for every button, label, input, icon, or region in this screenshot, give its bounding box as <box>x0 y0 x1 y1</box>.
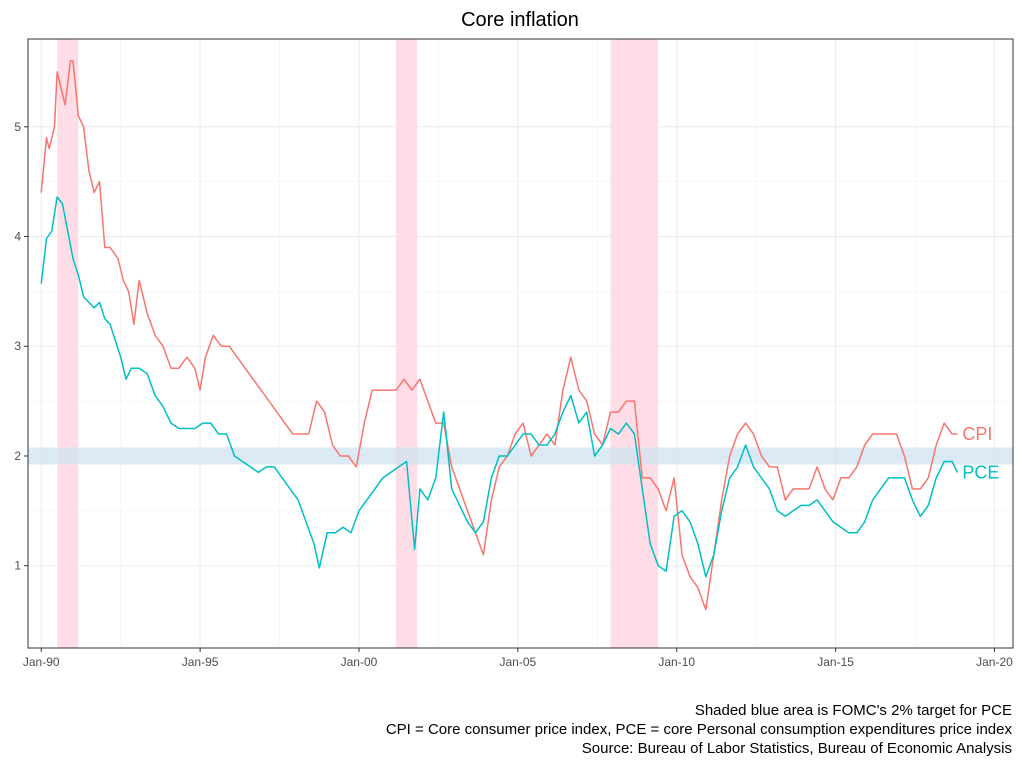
x-tick-label: Jan-90 <box>23 655 60 669</box>
recession-band-2 <box>396 39 418 648</box>
caption-definitions: CPI = Core consumer price index, PCE = c… <box>386 721 1013 738</box>
y-tick-label: 1 <box>14 559 21 573</box>
x-tick-label: Jan-00 <box>341 655 378 669</box>
recession-band-1 <box>57 39 79 648</box>
y-tick-label: 5 <box>14 120 21 134</box>
y-tick-label: 3 <box>14 339 21 353</box>
series-label-cpi: CPI <box>962 424 992 444</box>
x-tick-label: Jan-15 <box>817 655 854 669</box>
y-tick-label: 4 <box>14 230 21 244</box>
x-tick-label: Jan-05 <box>500 655 537 669</box>
series-line-pce <box>40 196 959 578</box>
series-label-pce: PCE <box>962 462 999 482</box>
caption-block: Shaded blue area is FOMC's 2% target for… <box>386 702 1013 757</box>
recession-band-3 <box>610 39 659 648</box>
chart-title: Core inflation <box>461 9 579 31</box>
y-tick-label: 2 <box>14 449 21 463</box>
caption-source: Source: Bureau of Labor Statistics, Bure… <box>582 740 1012 757</box>
x-tick-label: Jan-20 <box>976 655 1013 669</box>
plot-background <box>28 39 1013 648</box>
plot-area: CPI PCE 1 2 3 4 5 Jan-90 Jan-95 Jan-00 Jan-05 Jan-1… <box>14 38 1014 669</box>
series-line-cpi <box>40 60 958 611</box>
caption-target-note: Shaded blue area is FOMC's 2% target for… <box>695 702 1012 719</box>
plot-border <box>27 38 1014 649</box>
x-tick-label: Jan-95 <box>182 655 219 669</box>
x-tick-label: Jan-10 <box>658 655 695 669</box>
fomc-target-band <box>28 447 1013 465</box>
